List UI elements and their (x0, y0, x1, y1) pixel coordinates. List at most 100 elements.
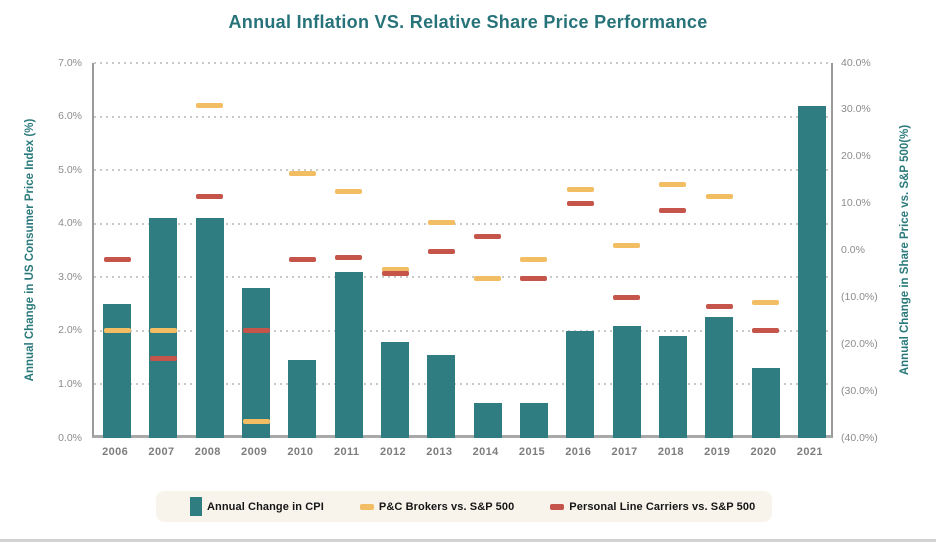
left-tick-0.0%: 0.0% (58, 431, 82, 444)
broker-dash-2016 (566, 187, 594, 193)
legend-item-1: P&C Brokers vs. S&P 500 (359, 500, 515, 513)
broker-dash-2019 (705, 194, 733, 200)
cpi-bar-2009 (242, 288, 271, 438)
cpi-bar-2020 (751, 368, 780, 438)
broker-dash-2014 (474, 276, 502, 282)
right-tick-30.0%: 30.0% (841, 103, 871, 116)
x-label-2021: 2021 (796, 446, 823, 458)
carrier-dash-2006 (103, 257, 131, 263)
page-bottom-divider (0, 539, 936, 542)
x-label-2010: 2010 (287, 446, 314, 458)
x-label-2013: 2013 (426, 446, 453, 458)
carrier-dash-2020 (752, 327, 780, 333)
right-tick-40.0%: 40.0% (841, 56, 871, 69)
x-label-2011: 2011 (333, 446, 360, 458)
cpi-bar-2021 (797, 105, 826, 438)
carrier-dash-2008 (196, 194, 224, 200)
cpi-bar-2019 (705, 317, 734, 438)
right-tick-(20.0%): (20.0%) (841, 337, 878, 350)
broker-dash-2015 (520, 257, 548, 263)
left-tick-5.0%: 5.0% (58, 163, 82, 176)
right-tick-10.0%: 10.0% (841, 197, 871, 210)
carrier-dash-2019 (705, 304, 733, 310)
x-label-2019: 2019 (704, 446, 731, 458)
right-tick-(40.0%): (40.0%) (841, 431, 878, 444)
cpi-bar-2006 (103, 304, 132, 438)
gridline (94, 169, 831, 172)
right-tick-20.0%: 20.0% (841, 150, 871, 163)
gridline (94, 62, 831, 64)
broker-dash-2013 (427, 219, 455, 225)
broker-dash-2018 (659, 182, 687, 188)
carrier-dash-2016 (566, 201, 594, 207)
left-tick-3.0%: 3.0% (58, 270, 82, 283)
cpi-bar-2015 (519, 403, 548, 438)
legend: Annual Change in CPI P&C Brokers vs. S&P … (156, 491, 772, 522)
broker-dash-2012 (381, 266, 409, 272)
x-label-2007: 2007 (148, 446, 175, 458)
cpi-bar-2016 (566, 330, 595, 438)
cpi-bar-2010 (288, 360, 317, 438)
gridline (94, 383, 831, 386)
cpi-bar-2014 (473, 403, 502, 438)
right-tick-(30.0%): (30.0%) (841, 384, 878, 397)
broker-dash-2010 (288, 170, 316, 176)
carrier-dash-2015 (520, 276, 548, 282)
broker-dash-2008 (196, 102, 224, 108)
left-axis-title: Annual Change in US Consumer Price Index… (24, 118, 36, 382)
left-tick-1.0%: 1.0% (58, 377, 82, 390)
legend-label: Personal Line Carriers vs. S&P 500 (569, 500, 756, 513)
chart-title: Annual Inflation VS. Relative Share Pric… (228, 12, 708, 32)
legend-item-0: Annual Change in CPI (190, 497, 324, 516)
legend-label: Annual Change in CPI (207, 500, 324, 513)
left-tick-2.0%: 2.0% (58, 324, 82, 337)
broker-dash-2011 (335, 189, 363, 195)
broker-dash-2006 (103, 327, 131, 333)
cpi-bar-2008 (195, 218, 224, 438)
cpi-bar-2012 (381, 341, 410, 438)
left-tick-7.0%: 7.0% (58, 56, 82, 69)
left-tick-4.0%: 4.0% (58, 217, 82, 230)
broker-dash-2017 (613, 243, 641, 249)
x-label-2016: 2016 (565, 446, 592, 458)
legend-item-2: Personal Line Carriers vs. S&P 500 (550, 501, 755, 513)
left-tick-6.0%: 6.0% (58, 110, 82, 123)
carrier-dash-2014 (474, 233, 502, 239)
x-label-2017: 2017 (611, 446, 638, 458)
x-label-2018: 2018 (657, 446, 684, 458)
x-label-2006: 2006 (102, 446, 129, 458)
gridline (94, 276, 831, 279)
carrier-dash-2007 (149, 355, 177, 361)
broker-dash-2020 (752, 299, 780, 305)
carrier-dash-2017 (613, 294, 641, 300)
cpi-bar-2018 (658, 336, 687, 438)
right-tick-(10.0%): (10.0%) (841, 290, 878, 303)
gridline (94, 222, 831, 225)
legend-label: P&C Brokers vs. S&P 500 (378, 500, 515, 513)
x-label-2009: 2009 (241, 446, 268, 458)
carrier-dash-2013 (427, 249, 455, 255)
legend-swatch-bar-icon (190, 497, 202, 516)
broker-dash-2007 (149, 327, 177, 333)
carrier-dash-2012 (381, 271, 409, 277)
cpi-bar-2013 (427, 354, 456, 438)
x-label-2014: 2014 (472, 446, 499, 458)
gridline (94, 115, 831, 118)
carrier-dash-2011 (335, 255, 363, 261)
right-tick-0.0%: 0.0% (841, 244, 865, 256)
broker-dash-2009 (242, 419, 270, 425)
gridline (94, 329, 831, 332)
carrier-dash-2018 (659, 208, 687, 214)
plot-area (92, 62, 833, 438)
x-label-2008: 2008 (194, 446, 221, 458)
cpi-bar-2017 (612, 325, 641, 438)
carrier-dash-2010 (288, 257, 316, 263)
x-label-2020: 2020 (750, 446, 777, 458)
carrier-dash-2009 (242, 327, 270, 333)
x-label-2015: 2015 (518, 446, 545, 458)
legend-swatch-dash-icon (550, 503, 565, 510)
cpi-bar-2011 (334, 271, 363, 438)
legend-swatch-dash-icon (359, 503, 374, 510)
x-label-2012: 2012 (379, 446, 407, 458)
